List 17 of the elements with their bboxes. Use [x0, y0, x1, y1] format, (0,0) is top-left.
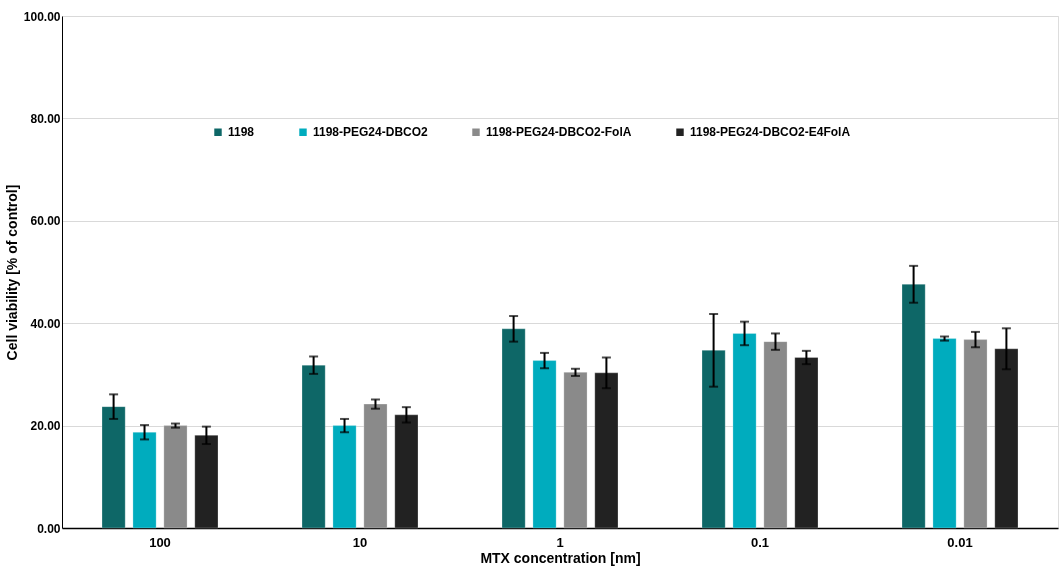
x-tick-label: 100: [149, 534, 171, 550]
y-tick-label: 40.00: [30, 316, 61, 331]
x-tick-label: 0.1: [750, 534, 770, 550]
y-tick-label: 80.00: [30, 111, 61, 126]
legend-label: 1198-PEG24-DBCO2: [313, 125, 429, 140]
y-tick-label: 0.00: [37, 521, 61, 536]
y-axis-title: Cell viability [% of control]: [3, 184, 20, 361]
x-tick-label: 0.01: [947, 534, 973, 550]
y-tick-label: 20.00: [30, 419, 61, 434]
x-tick-label: 1: [556, 534, 564, 550]
legend-label: 1198-PEG24-DBCO2-FolA: [486, 125, 632, 140]
legend-label: 1198-PEG24-DBCO2-E4FolA: [690, 125, 851, 140]
y-tick-label: 60.00: [30, 214, 61, 229]
x-tick-label: 10: [352, 534, 368, 550]
x-axis-title: MTX concentration [nm]: [480, 549, 641, 566]
y-tick-label: 100.00: [23, 9, 61, 24]
legend-label: 1198: [228, 125, 255, 140]
